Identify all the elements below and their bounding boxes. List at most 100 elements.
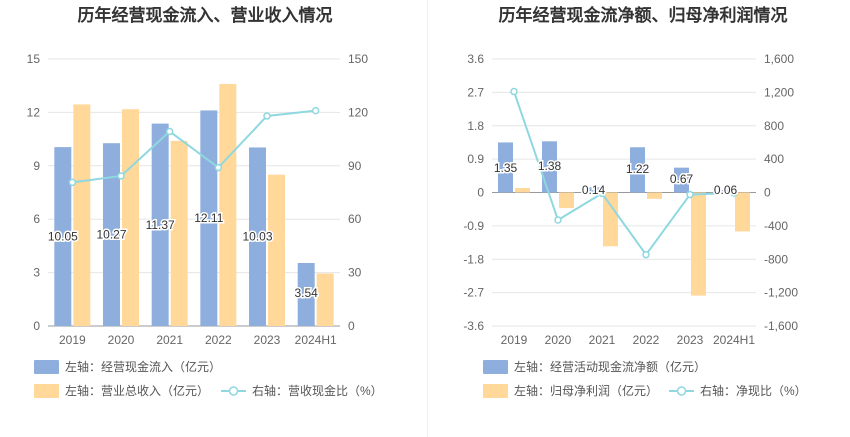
category-label: 2019 <box>59 333 86 347</box>
series-2-bar <box>219 83 237 326</box>
left-axis-tick-label: 0.9 <box>467 152 484 166</box>
series-1-bar <box>297 262 315 326</box>
series-2-bar <box>316 273 334 326</box>
legend-label-series-3: 右轴：营收现金比（%） <box>252 383 383 398</box>
legend-swatch-series-2 <box>34 384 59 398</box>
series-3-point <box>554 216 562 224</box>
series-1-bar <box>718 190 733 193</box>
series-3-point <box>730 189 738 197</box>
series-1-data-label: 1.35 <box>494 161 518 175</box>
left-axis-tick-label: 3 <box>33 266 40 280</box>
series-1-data-label: 3.54 <box>294 286 318 300</box>
series-3-line <box>72 109 316 184</box>
category-label: 2019 <box>501 333 528 347</box>
category-label: 2021 <box>156 333 183 347</box>
series-2-bar <box>122 109 139 326</box>
category-label: 2020 <box>545 333 572 347</box>
right-axis-tick-label: 120 <box>348 105 368 119</box>
series-3-point <box>642 250 650 259</box>
category-label: 2022 <box>633 333 660 347</box>
category-label: 2022 <box>205 333 232 347</box>
series-1-bar <box>151 123 169 326</box>
left-axis-tick-label: 0 <box>33 319 40 333</box>
series-2-bar <box>647 192 662 199</box>
series-1-data-label: 1.38 <box>538 159 562 173</box>
legend-swatch-series-3-marker <box>228 386 239 396</box>
panel-divider <box>427 0 428 437</box>
net-cashflow-profit-chart: 历年经营现金流净额、归母净利润情况 -3.6 -2.7 -1.8 -0.9 0 0.9 1.8… <box>463 5 807 398</box>
right-axis-tick-label: 0 <box>764 186 771 200</box>
series-2-bar <box>170 140 188 326</box>
chart-title: 历年经营现金流净额、归母净利润情况 <box>499 5 788 25</box>
right-axis-tick-label: 1,200 <box>764 85 794 99</box>
right-axis-tick-label: 800 <box>764 119 784 133</box>
series-2-bar <box>515 188 530 193</box>
series-2-bar <box>691 192 706 296</box>
legend-label-series-3: 右轴：净现比（%） <box>700 383 807 398</box>
series-3-point <box>214 163 223 172</box>
right-axis-tick-label: 30 <box>348 266 362 280</box>
left-axis-tick-label: 6 <box>33 212 40 226</box>
series-1-bar <box>54 147 72 326</box>
right-axis-tick-label: 150 <box>348 52 368 66</box>
series-1-data-label: 10.27 <box>96 228 126 242</box>
series-2-bar <box>559 192 574 209</box>
right-axis-tick-label: 400 <box>764 152 784 166</box>
left-axis-tick-label: 2.7 <box>467 85 484 99</box>
series-1-bar <box>630 147 645 193</box>
category-label: 2023 <box>254 333 281 347</box>
series-1-bar <box>103 143 120 326</box>
series-1-data-label: 1.22 <box>626 162 650 176</box>
right-axis-tick-label: -1,200 <box>764 286 798 300</box>
right-axis-tick-label: 1,600 <box>764 52 794 66</box>
category-label: 2023 <box>677 333 704 347</box>
legend-label-series-2: 左轴：归母净利润（亿元） <box>514 383 658 398</box>
left-axis-tick-label: 15 <box>27 52 41 66</box>
legend-swatch-series-1 <box>34 360 59 374</box>
left-axis-tick-label: -1.8 <box>463 252 484 266</box>
series-3-point <box>686 190 694 199</box>
left-axis-tick-label: 1.8 <box>467 119 484 133</box>
category-label: 2024H1 <box>713 333 755 347</box>
right-axis-tick-label: -800 <box>764 252 788 266</box>
series-1-bar <box>586 187 601 193</box>
right-axis-tick-label: 90 <box>348 159 362 173</box>
series-2-bar <box>73 104 91 326</box>
series-1-data-label: 0.67 <box>670 172 694 186</box>
series-2-bar <box>735 192 750 232</box>
series-3-point <box>598 189 606 198</box>
right-axis-tick-label: -400 <box>764 219 788 233</box>
left-axis-tick-label: 3.6 <box>467 52 484 66</box>
series-3-point <box>117 172 125 180</box>
left-axis-tick-label: -0.9 <box>463 219 484 233</box>
legend-swatch-series-2 <box>483 384 508 398</box>
category-label: 2021 <box>589 333 616 347</box>
right-axis-tick-label: 60 <box>348 212 362 226</box>
legend-swatch-series-3-marker <box>676 386 687 396</box>
category-label: 2024H1 <box>295 333 337 347</box>
legend-label-series-1: 左轴：经营活动现金流净额（亿元） <box>514 359 706 374</box>
left-axis-tick-label: -3.6 <box>463 319 484 333</box>
series-1-data-label: 10.03 <box>242 230 272 244</box>
left-axis-tick-label: 0 <box>477 186 484 200</box>
legend-label-series-2: 左轴：营业总收入（亿元） <box>65 383 209 398</box>
series-1-bar <box>498 142 513 193</box>
series-3-point <box>165 127 174 136</box>
series-3-point <box>311 106 320 115</box>
series-1-bar <box>542 141 557 193</box>
right-axis-tick-label: -1,600 <box>764 319 798 333</box>
legend-swatch-series-1 <box>483 360 508 374</box>
cash-inflow-revenue-chart: 历年经营现金流入、营业收入情况0369121503060901201502019… <box>27 5 383 398</box>
right-axis-tick-label: 0 <box>348 319 355 333</box>
series-1-data-label: 0.14 <box>582 183 606 197</box>
series-1-bar <box>249 147 266 326</box>
left-axis-tick-label: -2.7 <box>463 286 484 300</box>
chart-title: 历年经营现金流入、营业收入情况 <box>78 5 333 25</box>
series-1-bar <box>674 167 689 193</box>
series-2-bar <box>603 192 618 247</box>
left-axis-tick-label: 12 <box>27 105 41 119</box>
series-3-point <box>510 87 518 96</box>
category-label: 2020 <box>108 333 135 347</box>
legend-label-series-1: 左轴：经营现金流入（亿元） <box>65 359 221 374</box>
